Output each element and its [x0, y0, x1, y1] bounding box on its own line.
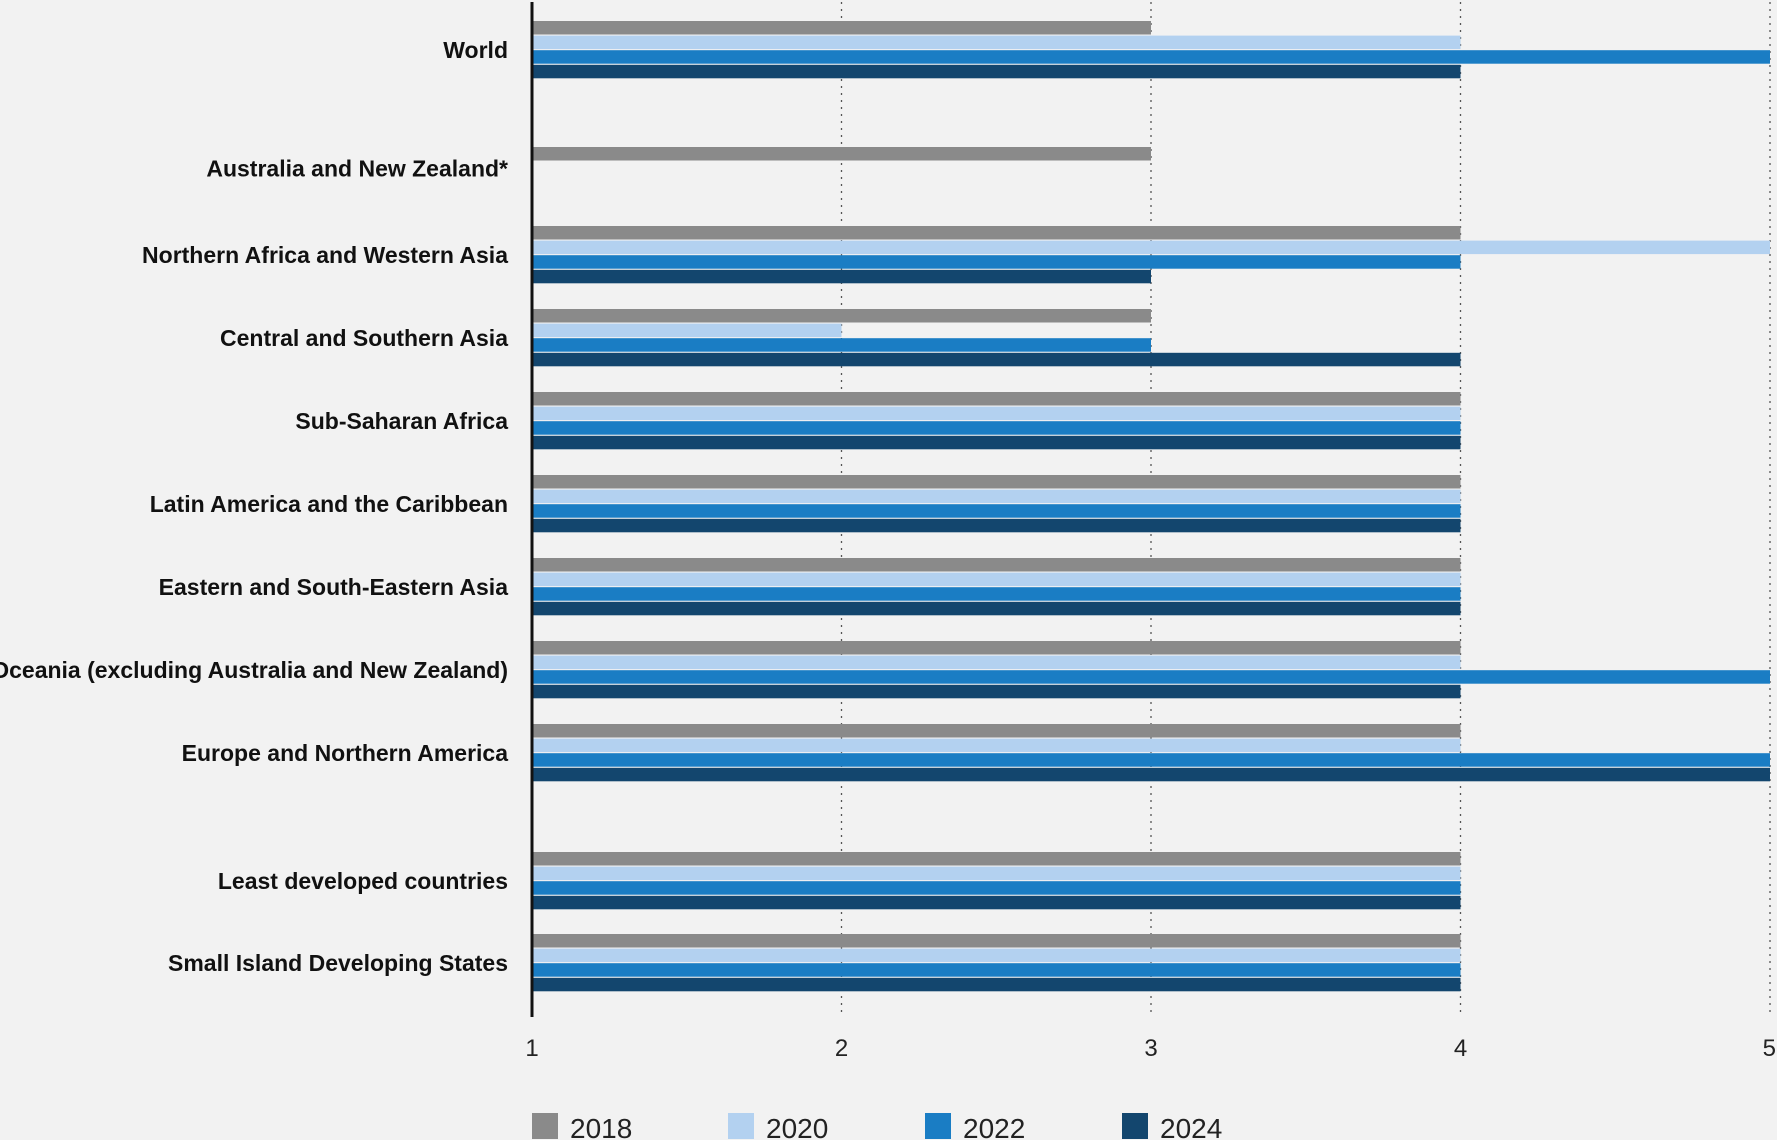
legend-label: 2018: [570, 1113, 632, 1140]
bar-2022: [532, 421, 1461, 435]
bars: [532, 21, 1770, 992]
legend-swatch-2018: [532, 1113, 558, 1139]
bar-2022: [532, 587, 1461, 601]
bar-2022: [532, 881, 1461, 895]
bar-2020: [532, 406, 1461, 421]
category-label: Australia and New Zealand*: [206, 155, 508, 181]
category-label: Small Island Developing States: [168, 950, 508, 976]
bar-2018: [532, 392, 1461, 406]
category-label: Eastern and South-Eastern Asia: [159, 574, 509, 600]
bar-2018: [532, 226, 1461, 240]
bar-2020: [532, 738, 1461, 753]
bar-2020: [532, 240, 1770, 255]
x-tick-label: 3: [1144, 1035, 1157, 1062]
bar-2024: [532, 518, 1461, 533]
bar-2018: [532, 475, 1461, 489]
x-tick-label: 5: [1763, 1035, 1776, 1062]
category-label: Northern Africa and Western Asia: [142, 242, 508, 268]
bar-2024: [532, 352, 1461, 367]
category-label: Europe and Northern America: [182, 740, 509, 766]
bar-2018: [532, 558, 1461, 572]
bar-2018: [532, 934, 1461, 948]
bar-2020: [532, 655, 1461, 670]
legend-label: 2024: [1160, 1113, 1222, 1140]
legend-swatch-2022: [925, 1113, 951, 1139]
x-tick-label: 4: [1454, 1035, 1467, 1062]
bar-2022: [532, 50, 1770, 64]
x-tick-label: 1: [525, 1035, 538, 1062]
legend-label: 2022: [963, 1113, 1025, 1140]
bar-2024: [532, 895, 1461, 910]
category-label: Central and Southern Asia: [220, 325, 508, 351]
x-tick-labels: 1 2 3 4 5: [525, 1035, 1776, 1062]
legend-label: 2020: [766, 1113, 828, 1140]
bar-2024: [532, 64, 1461, 79]
bar-2018: [532, 21, 1151, 35]
bar-2024: [532, 601, 1461, 616]
bar-2020: [532, 948, 1461, 963]
legend: 2018 2020 2022 2024: [532, 1113, 1222, 1140]
category-label: Least developed countries: [218, 868, 508, 894]
bar-2020: [532, 323, 842, 338]
category-label: Sub-Saharan Africa: [295, 408, 508, 434]
bar-2022: [532, 753, 1770, 767]
bar-2018: [532, 724, 1461, 738]
bar-2022: [532, 255, 1461, 269]
bar-2024: [532, 435, 1461, 450]
bar-2018: [532, 641, 1461, 655]
bar-2020: [532, 35, 1461, 50]
legend-swatch-2024: [1122, 1113, 1148, 1139]
bar-2020: [532, 489, 1461, 504]
category-label: Oceania (excluding Australia and New Zea…: [0, 657, 508, 683]
bar-2022: [532, 504, 1461, 518]
category-label: World: [443, 37, 508, 63]
bar-2020: [532, 572, 1461, 587]
bar-2022: [532, 670, 1770, 684]
x-tick-label: 2: [835, 1035, 848, 1062]
bar-2018: [532, 309, 1151, 323]
category-labels: World Australia and New Zealand* Northern …: [0, 37, 508, 976]
bar-2024: [532, 977, 1461, 992]
bar-2020: [532, 866, 1461, 881]
bar-2022: [532, 338, 1151, 352]
bar-2022: [532, 963, 1461, 977]
bar-2018: [532, 852, 1461, 866]
bar-2018: [532, 147, 1151, 161]
bar-2024: [532, 269, 1151, 284]
bar-2024: [532, 684, 1461, 699]
bar-2024: [532, 767, 1770, 782]
legend-swatch-2020: [728, 1113, 754, 1139]
grid-lines: [840, 2, 1771, 1017]
category-label: Latin America and the Caribbean: [150, 491, 508, 517]
